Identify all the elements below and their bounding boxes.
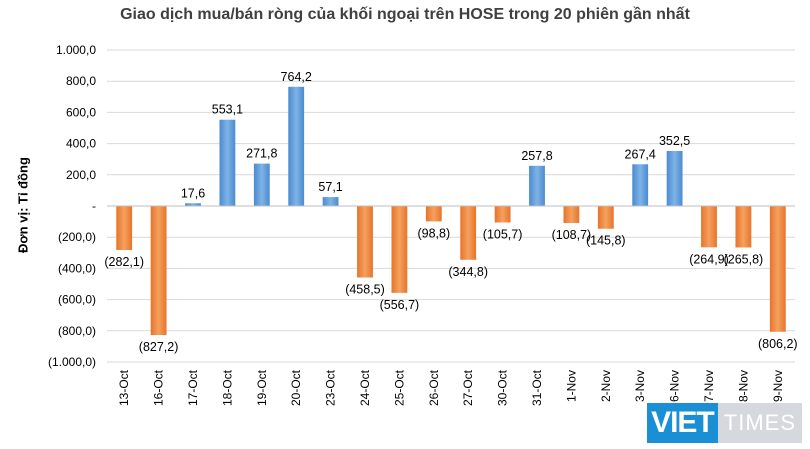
chart-title: Giao dịch mua/bán ròng của khối ngoại tr… xyxy=(120,6,690,23)
x-tick-label: 13-Oct xyxy=(117,369,131,406)
data-label: 267,4 xyxy=(625,147,656,161)
data-label: 17,6 xyxy=(181,186,205,200)
data-label: (344,8) xyxy=(448,265,488,279)
data-label: (806,2) xyxy=(758,337,798,351)
x-tick-label: 26-Oct xyxy=(427,369,441,406)
data-label: 257,8 xyxy=(521,149,552,163)
x-tick-label: 31-Oct xyxy=(530,369,544,406)
bar xyxy=(769,206,786,332)
bar xyxy=(597,206,614,229)
x-tick-label: 18-Oct xyxy=(220,369,234,406)
data-label: 271,8 xyxy=(246,147,277,161)
data-label: (827,2) xyxy=(139,340,179,354)
bar xyxy=(322,197,339,206)
bar xyxy=(563,206,580,223)
bar xyxy=(288,86,305,206)
x-tick-label: 25-Oct xyxy=(392,369,406,406)
bar xyxy=(666,151,683,206)
data-label: 553,1 xyxy=(212,103,243,117)
x-tick-label: 23-Oct xyxy=(324,369,338,406)
data-label: (145,8) xyxy=(586,234,626,248)
y-tick-label: (1.000,0) xyxy=(48,355,96,369)
x-tick-label: 16-Oct xyxy=(152,369,166,406)
y-tick-label: (800,0) xyxy=(58,324,96,338)
x-tick-label: 3-Nov xyxy=(633,370,647,402)
data-label: (264,9) xyxy=(689,252,729,266)
x-tick-label: 8-Nov xyxy=(736,370,750,402)
y-tick-label: 800,0 xyxy=(66,74,96,88)
x-tick-label: 2-Nov xyxy=(599,370,613,402)
data-label: (282,1) xyxy=(104,255,144,269)
bar xyxy=(185,203,201,206)
x-tick-label: 9-Nov xyxy=(771,370,785,402)
bar xyxy=(150,206,167,336)
x-tick-label: 20-Oct xyxy=(289,369,303,406)
x-tick-label: 7-Nov xyxy=(702,370,716,402)
bar xyxy=(529,165,545,206)
bar xyxy=(632,164,649,206)
logo-viet: VIET xyxy=(647,403,718,443)
bar xyxy=(494,206,511,223)
y-tick-label: - xyxy=(92,199,96,213)
y-tick-label: 400,0 xyxy=(66,137,96,151)
y-tick-label: 600,0 xyxy=(66,105,96,119)
bar xyxy=(701,206,717,248)
bar xyxy=(116,206,133,251)
x-tick-label: 6-Nov xyxy=(668,370,682,402)
y-tick-label: (400,0) xyxy=(58,261,96,275)
bar xyxy=(425,206,442,222)
x-tick-label: 17-Oct xyxy=(186,369,200,406)
data-label: (98,8) xyxy=(417,226,450,240)
x-tick-label: 24-Oct xyxy=(358,369,372,406)
x-tick-label: 19-Oct xyxy=(255,369,269,406)
y-tick-label: 200,0 xyxy=(66,168,96,182)
data-label: 352,5 xyxy=(659,134,690,148)
viettimes-logo: VIET TIMES xyxy=(647,403,802,443)
data-label: (108,7) xyxy=(552,228,592,242)
bar xyxy=(219,119,236,206)
logo-times: TIMES xyxy=(717,403,802,443)
bar xyxy=(357,206,373,278)
data-label: (458,5) xyxy=(345,283,385,297)
data-label: 57,1 xyxy=(318,180,342,194)
y-tick-label: (600,0) xyxy=(58,293,96,307)
data-label: 764,2 xyxy=(281,70,312,84)
bar xyxy=(391,206,408,293)
x-tick-label: 30-Oct xyxy=(496,369,510,406)
bar xyxy=(460,206,477,260)
x-tick-label: 1-Nov xyxy=(564,370,578,402)
y-tick-label: 1.000,0 xyxy=(56,43,96,57)
bar xyxy=(253,163,270,206)
bar xyxy=(735,206,752,248)
y-tick-label: (200,0) xyxy=(58,230,96,244)
data-label: (105,7) xyxy=(483,227,523,241)
data-label: (556,7) xyxy=(380,298,420,312)
x-tick-label: 27-Oct xyxy=(461,369,475,406)
data-label: (265,8) xyxy=(724,252,764,266)
